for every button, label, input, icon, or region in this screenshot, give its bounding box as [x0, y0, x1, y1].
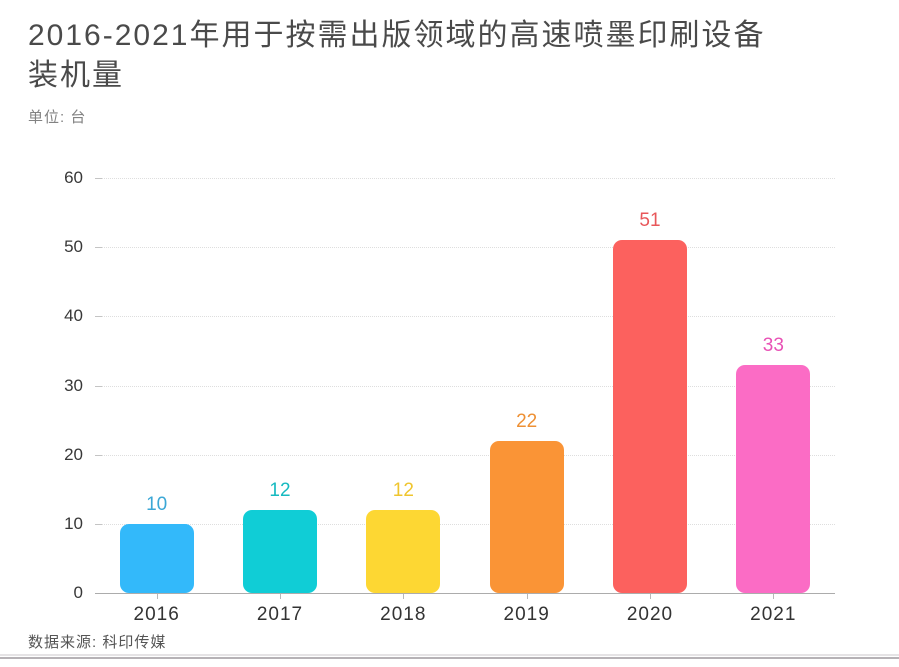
y-axis-label-60: 60 — [64, 168, 83, 187]
y-axis-label-50: 50 — [64, 237, 83, 257]
y-gridline-40 — [97, 316, 835, 318]
bar-2020[interactable] — [613, 240, 687, 593]
x-tick-2020 — [650, 594, 651, 599]
bar-2018[interactable] — [366, 510, 441, 593]
value-label-2016: 10 — [146, 493, 168, 515]
value-label-2017: 12 — [269, 480, 291, 501]
y-gridline-50 — [97, 247, 835, 249]
x-tick-2017 — [280, 594, 281, 599]
value-label-2020: 51 — [639, 210, 661, 232]
x-tick-2016 — [156, 594, 158, 599]
y-axis-label-30: 30 — [64, 375, 83, 395]
y-gridline-30 — [97, 385, 835, 387]
window-bottom-edge-dark — [0, 657, 899, 659]
y-tick-30 — [95, 385, 102, 387]
bar-2019[interactable] — [489, 440, 564, 593]
chart-title: 2016-2021年用于按需出版领域的高速喷墨印刷设备 装机量 — [28, 16, 870, 96]
x-axis-line — [95, 593, 835, 594]
chart-title-line-2: 装机量 — [28, 59, 124, 92]
x-axis-label-2019: 2019 — [503, 604, 550, 625]
y-tick-40 — [95, 316, 102, 318]
y-tick-50 — [95, 247, 102, 249]
y-axis-label-10: 10 — [64, 513, 83, 533]
value-label-2019: 22 — [516, 410, 538, 432]
y-tick-60 — [95, 178, 102, 179]
bar-2021[interactable] — [736, 364, 811, 593]
value-label-2018: 12 — [392, 480, 414, 501]
value-label-2021: 33 — [762, 334, 784, 356]
x-axis-label-2020: 2020 — [626, 604, 674, 625]
x-tick-2021 — [773, 594, 775, 599]
y-gridline-10 — [97, 523, 835, 525]
plot-area: 0 10 20 30 40 50 60 10 2016 12 2017 12 2018 22 2019 51 2… — [64, 168, 835, 625]
y-gridline-20 — [97, 454, 835, 456]
y-tick-20 — [95, 454, 102, 456]
bar-2016[interactable] — [119, 523, 194, 593]
x-axis-label-2018: 2018 — [380, 604, 427, 625]
x-tick-2018 — [403, 594, 405, 599]
x-axis-label-2016: 2016 — [133, 604, 180, 625]
x-axis-label-2017: 2017 — [256, 604, 304, 625]
y-axis-label-20: 20 — [64, 444, 83, 464]
window-bottom-edge-light — [0, 654, 899, 656]
y-gridline-60 — [97, 178, 835, 179]
y-tick-10 — [95, 523, 102, 525]
x-axis-label-2021: 2021 — [750, 604, 797, 625]
x-tick-2019 — [526, 594, 528, 599]
bar-2017[interactable] — [243, 510, 317, 593]
unit-label: 单位: 台 — [28, 109, 87, 126]
source-label: 数据来源: 科印传媒 — [28, 634, 167, 651]
y-axis-label-0: 0 — [73, 583, 83, 602]
y-axis-label-40: 40 — [64, 306, 83, 326]
chart-title-line-1: 2016-2021年用于按需出版领域的高速喷墨印刷设备 — [28, 19, 766, 52]
